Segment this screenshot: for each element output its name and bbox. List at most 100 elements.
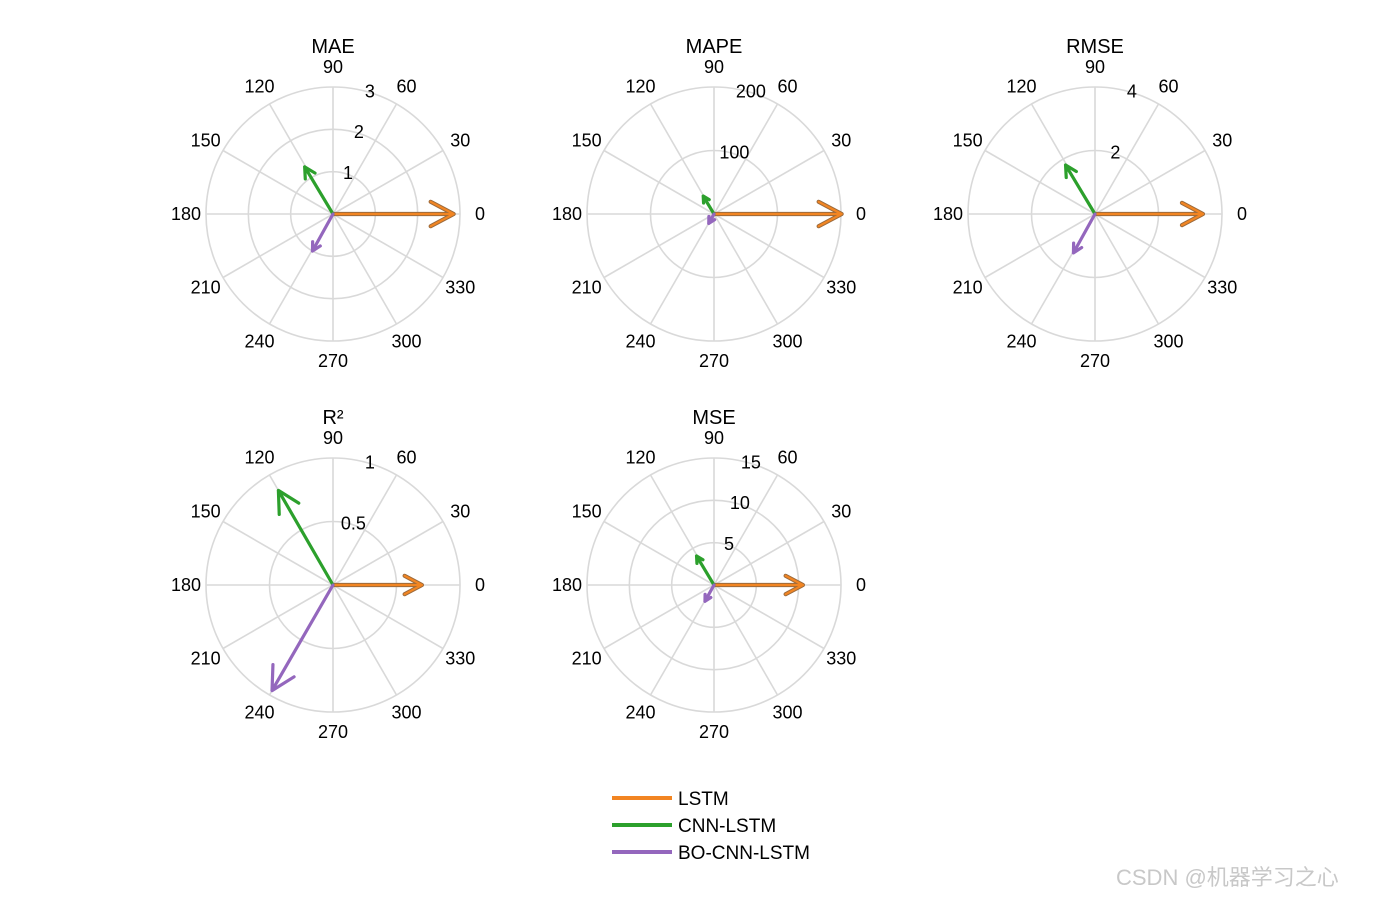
angle-tick-label: 120 — [625, 448, 655, 468]
angular-grid-line — [332, 149, 444, 215]
angular-grid-line — [984, 213, 1096, 279]
angle-tick-label: 270 — [699, 722, 729, 742]
radial-tick-label: 0.5 — [341, 514, 366, 534]
plot-title: MAPE — [686, 36, 743, 58]
plot-title: RMSE — [1066, 36, 1124, 58]
angle-tick-label: 330 — [826, 278, 856, 298]
angle-tick-label: 330 — [826, 649, 856, 669]
angle-tick-label: 300 — [391, 331, 421, 351]
angle-tick-label: 270 — [1080, 351, 1110, 371]
angular-grid-line — [332, 474, 398, 586]
arrow-cnn-lstm — [694, 554, 716, 587]
arrow-lstm — [330, 573, 424, 597]
angular-grid-line — [1094, 103, 1160, 215]
plot-title: MAE — [311, 36, 354, 58]
angle-tick-label: 0 — [1237, 204, 1247, 224]
angular-grid-line — [332, 520, 444, 586]
arrow-bo-cnn-lstm — [707, 212, 717, 226]
angle-tick-label: 330 — [445, 649, 475, 669]
angle-tick-label: 60 — [396, 448, 416, 468]
radial-tick-label: 1 — [343, 163, 353, 183]
angle-tick-label: 330 — [1207, 278, 1237, 298]
angle-tick-label: 180 — [171, 575, 201, 595]
angular-grid-line — [332, 584, 444, 650]
polar-plot-mse: 0 30 60 90 120 150 180 210 240 270 300 330 5 10 15 MSE — [552, 407, 866, 742]
radial-tick-label: 4 — [1127, 81, 1137, 101]
angular-grid-line — [332, 103, 398, 215]
arrow-body — [1093, 201, 1205, 227]
radial-tick-label: 3 — [365, 81, 375, 101]
angle-tick-label: 120 — [244, 77, 274, 97]
angle-tick-label: 0 — [856, 204, 866, 224]
arrow-body — [310, 212, 335, 253]
angle-tick-label: 60 — [396, 77, 416, 97]
angular-grid-line — [984, 149, 1096, 215]
radial-tick-label: 2 — [1110, 143, 1120, 163]
angle-tick-label: 180 — [552, 204, 582, 224]
angle-tick-label: 150 — [191, 131, 221, 151]
angular-grid-line — [603, 149, 715, 215]
angular-grid-line — [649, 584, 715, 696]
angular-grid-line — [222, 213, 334, 279]
angular-grid-line — [713, 213, 825, 279]
polar-plots: 0 30 60 90 120 150 180 210 240 270 300 330 1 2 3 MAE 0 30… — [171, 36, 1247, 742]
angle-tick-label: 60 — [1158, 77, 1178, 97]
plot-title: MSE — [692, 407, 735, 429]
angle-tick-label: 0 — [856, 575, 866, 595]
angle-tick-label: 210 — [953, 278, 983, 298]
angular-grid-line — [713, 520, 825, 586]
polar-plot-r: 0 30 60 90 120 150 180 210 240 270 300 330 0.5 1 R² — [171, 407, 485, 742]
radial-tick-label: 5 — [724, 534, 734, 554]
arrow-body — [1063, 163, 1097, 216]
radial-tick-label: 200 — [736, 81, 766, 101]
angle-tick-label: 90 — [323, 57, 343, 77]
angular-grid-line — [1094, 213, 1206, 279]
angle-tick-label: 210 — [191, 278, 221, 298]
angle-tick-label: 150 — [572, 502, 602, 522]
radial-tick-label: 100 — [719, 143, 749, 163]
angle-tick-label: 150 — [191, 502, 221, 522]
angular-grid-line — [603, 520, 715, 586]
angle-tick-label: 90 — [323, 428, 343, 448]
angular-grid-line — [603, 584, 715, 650]
angle-tick-label: 30 — [831, 502, 851, 522]
angular-grid-line — [713, 584, 825, 650]
arrow-body — [270, 583, 335, 693]
arrow-bo-cnn-lstm — [703, 583, 716, 603]
angle-tick-label: 180 — [933, 204, 963, 224]
angle-tick-label: 240 — [625, 331, 655, 351]
angle-tick-label: 240 — [244, 331, 274, 351]
arrow-bo-cnn-lstm — [270, 583, 335, 693]
angle-tick-label: 0 — [475, 204, 485, 224]
watermark: CSDN @机器学习之心 — [1116, 865, 1339, 890]
angular-grid-line — [713, 584, 779, 696]
arrow-lstm — [330, 199, 456, 229]
angle-tick-label: 120 — [244, 448, 274, 468]
angular-grid-line — [332, 213, 444, 279]
polar-plot-rmse: 0 30 60 90 120 150 180 210 240 270 300 330 2 4 RMSE — [933, 36, 1247, 371]
angular-grid-line — [332, 213, 398, 325]
legend-label-bo-cnn-lstm: BO-CNN-LSTM — [678, 843, 810, 864]
angle-tick-label: 240 — [1006, 331, 1036, 351]
angular-grid-line — [649, 213, 715, 325]
arrow-body — [694, 554, 716, 587]
angular-grid-line — [713, 103, 779, 215]
angle-tick-label: 300 — [391, 702, 421, 722]
arrow-lstm — [711, 199, 844, 229]
arrow-body — [712, 200, 843, 228]
angular-grid-line — [713, 149, 825, 215]
angle-tick-label: 300 — [772, 331, 802, 351]
polar-plot-mape: 0 30 60 90 120 150 180 210 240 270 300 330 100 200 MAP… — [552, 36, 866, 371]
angular-grid-line — [603, 213, 715, 279]
angle-tick-label: 60 — [777, 448, 797, 468]
angular-grid-line — [332, 584, 398, 696]
arrow-cnn-lstm — [701, 194, 716, 216]
angle-tick-label: 0 — [475, 575, 485, 595]
angle-tick-label: 180 — [552, 575, 582, 595]
angle-tick-label: 120 — [1006, 77, 1036, 97]
arrow-body — [276, 488, 335, 587]
angle-tick-label: 210 — [191, 649, 221, 669]
angle-tick-label: 150 — [953, 131, 983, 151]
angular-grid-line — [713, 213, 779, 325]
